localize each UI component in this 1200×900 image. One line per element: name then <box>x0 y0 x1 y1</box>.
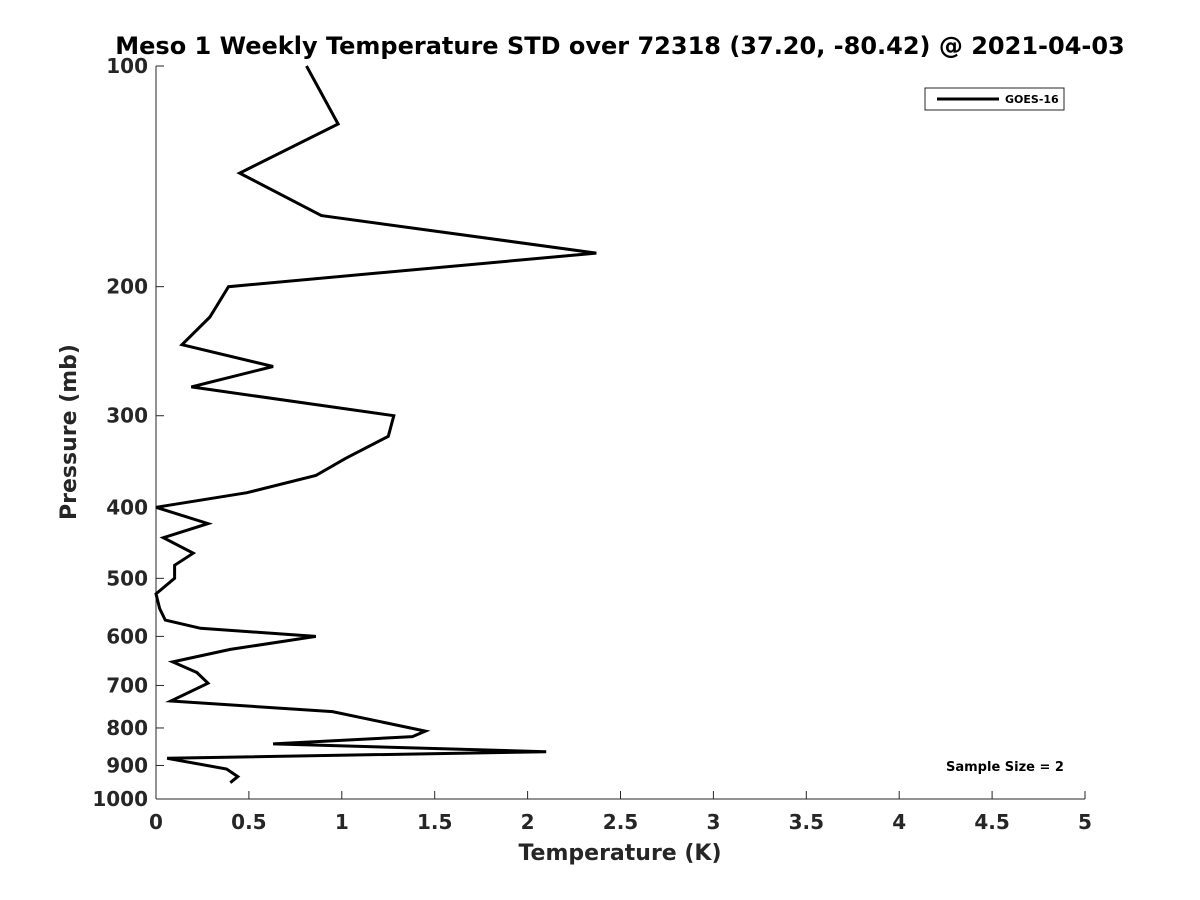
y-tick-label: 900 <box>106 753 148 777</box>
plot-area: 0 0.5 1 1.5 2 2.5 3 3.5 4 4.5 5 100 200 300 400 500 600… <box>92 54 1092 834</box>
y-tick-label: 700 <box>106 673 148 697</box>
y-tick-label: 500 <box>106 566 148 590</box>
y-tick-label: 100 <box>106 54 148 78</box>
x-axis-label: Temperature (K) <box>518 841 721 866</box>
legend: GOES-16 <box>924 87 1065 111</box>
chart-title: Meso 1 Weekly Temperature STD over 72318… <box>115 32 1125 60</box>
x-tick-label: 3 <box>706 810 720 834</box>
y-tick-label: 400 <box>106 495 148 519</box>
series-line-goes16 <box>154 65 597 784</box>
y-axis-label: Pressure (mb) <box>57 344 82 520</box>
x-tick-label: 2 <box>521 810 535 834</box>
x-tick-label: 5 <box>1078 810 1092 834</box>
x-tick-label: 3.5 <box>789 810 824 834</box>
y-tick-label: 1000 <box>92 787 148 811</box>
x-tick-label: 2.5 <box>603 810 638 834</box>
y-tick-label: 300 <box>106 404 148 428</box>
x-tick-label: 4.5 <box>974 810 1009 834</box>
y-tick-label: 200 <box>106 275 148 299</box>
y-axis-ticks: 100 200 300 400 500 600 700 800 900 1000 <box>92 54 164 811</box>
x-tick-label: 0.5 <box>231 810 266 834</box>
x-tick-label: 0 <box>149 810 163 834</box>
legend-label-goes16: GOES-16 <box>1005 93 1059 106</box>
y-tick-label: 600 <box>106 624 148 648</box>
x-tick-label: 4 <box>892 810 906 834</box>
x-axis-ticks: 0 0.5 1 1.5 2 2.5 3 3.5 4 4.5 5 <box>149 791 1092 834</box>
y-tick-label: 800 <box>106 716 148 740</box>
x-tick-label: 1.5 <box>417 810 452 834</box>
sample-size-annotation: Sample Size = 2 <box>946 760 1064 775</box>
x-tick-label: 1 <box>335 810 349 834</box>
